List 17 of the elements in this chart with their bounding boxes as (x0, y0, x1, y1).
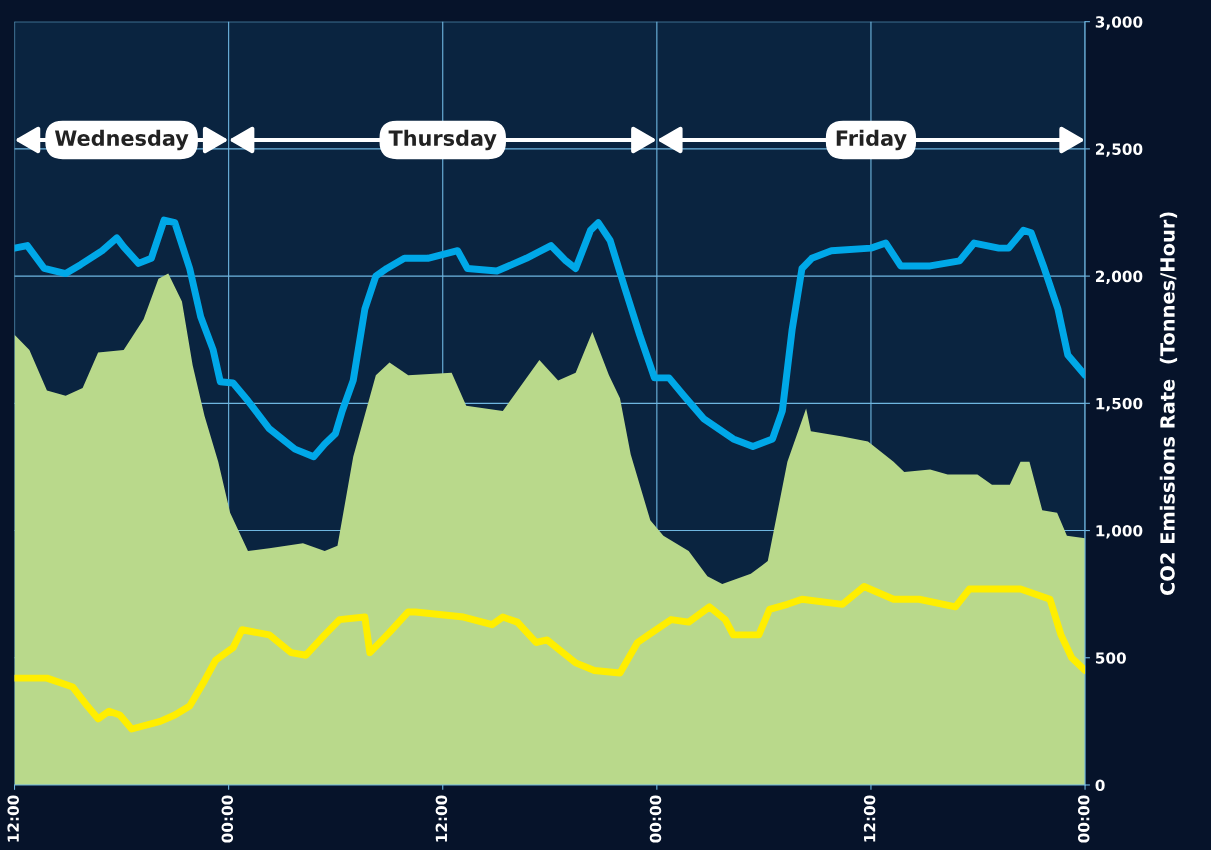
x-tick-label: 12:00 (863, 795, 876, 842)
y-tick-label: 2,500 (1095, 143, 1143, 157)
y-tick-label: 1,000 (1096, 525, 1143, 539)
y-tick-label: 1,500 (1096, 397, 1143, 412)
annotation: Thursday (388, 129, 497, 151)
annotation: Friday (836, 129, 907, 151)
x-tick-label: 00:00 (221, 795, 234, 843)
y-tick-label: 500 (1095, 652, 1126, 664)
y-tick-label: 2,000 (1095, 270, 1143, 285)
x-tick-label: 00:00 (1077, 795, 1090, 843)
y-axis-title: CO2 Emissions Rate (Tonnes/Hour) (1159, 212, 1178, 595)
x-tick-label: 00:00 (649, 795, 662, 843)
x-tick-label: 12:00 (7, 795, 19, 842)
x-tick-label: 12:00 (435, 795, 448, 842)
y-tick-label: 0 (1095, 779, 1105, 791)
annotation: Wednesday (54, 129, 189, 151)
y-tick-label: 3,000 (1095, 16, 1143, 30)
